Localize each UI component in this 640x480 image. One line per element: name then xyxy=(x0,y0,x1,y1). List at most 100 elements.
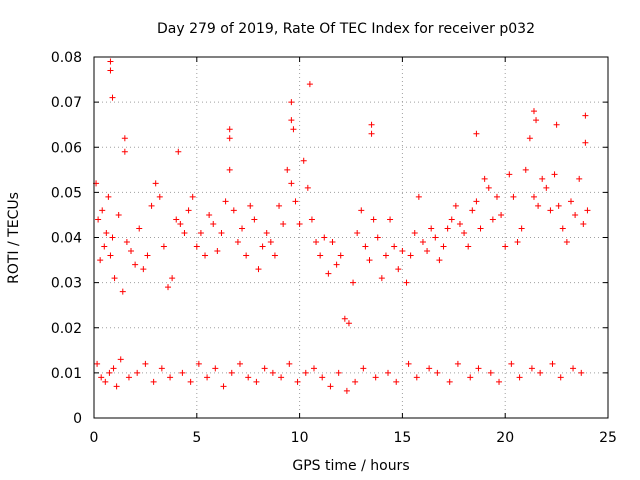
data-point xyxy=(436,257,443,264)
data-point xyxy=(253,378,260,385)
data-point xyxy=(559,225,566,232)
data-point xyxy=(98,374,105,381)
data-point xyxy=(152,180,159,187)
data-point xyxy=(411,229,418,236)
data-point xyxy=(358,207,365,214)
data-point xyxy=(175,148,182,155)
data-point xyxy=(354,229,361,236)
data-point xyxy=(102,378,109,385)
data-point xyxy=(555,202,562,209)
data-point xyxy=(391,243,398,250)
data-point xyxy=(333,261,340,268)
data-point xyxy=(368,121,375,128)
data-point xyxy=(385,369,392,376)
data-point xyxy=(263,229,270,236)
data-point xyxy=(419,239,426,246)
data-point xyxy=(399,248,406,255)
data-point xyxy=(530,193,537,200)
data-point xyxy=(551,171,558,178)
data-point xyxy=(407,252,414,259)
data-point xyxy=(572,211,579,218)
data-point xyxy=(169,275,176,282)
data-point xyxy=(308,216,315,223)
data-point xyxy=(321,234,328,241)
data-point xyxy=(432,234,439,241)
data-point xyxy=(563,239,570,246)
data-point xyxy=(204,374,211,381)
data-point xyxy=(286,360,293,367)
data-point xyxy=(288,99,295,106)
data-point xyxy=(526,135,533,142)
data-point xyxy=(226,126,233,133)
data-point xyxy=(167,374,174,381)
data-points xyxy=(93,58,591,394)
data-point xyxy=(292,198,299,205)
data-point xyxy=(576,175,583,182)
y-tick-label: 0.02 xyxy=(51,321,82,337)
data-point xyxy=(239,225,246,232)
data-point xyxy=(251,216,258,223)
data-point xyxy=(156,193,163,200)
data-point xyxy=(473,130,480,137)
data-point xyxy=(140,266,147,273)
data-point xyxy=(278,374,285,381)
data-point xyxy=(452,202,459,209)
y-tick-label: 0.08 xyxy=(51,50,82,66)
y-tick-label: 0.07 xyxy=(51,95,82,111)
grid xyxy=(94,57,608,418)
x-axis: 0 5 10 15 20 25 xyxy=(90,57,617,446)
data-point xyxy=(362,243,369,250)
data-point xyxy=(313,239,320,246)
data-point xyxy=(212,365,219,372)
data-point xyxy=(325,270,332,277)
data-point xyxy=(97,257,104,264)
data-point xyxy=(247,202,254,209)
data-point xyxy=(456,220,463,227)
data-point xyxy=(489,216,496,223)
data-point xyxy=(110,365,117,372)
y-axis: 0 0.01 0.02 0.03 0.04 0.05 0.06 0.07 0.08 xyxy=(51,50,608,427)
data-point xyxy=(502,243,509,250)
data-point xyxy=(567,198,574,205)
data-point xyxy=(465,243,472,250)
data-point xyxy=(132,261,139,268)
y-tick-label: 0.06 xyxy=(51,140,82,156)
data-point xyxy=(210,220,217,227)
data-point xyxy=(485,184,492,191)
data-point xyxy=(506,171,513,178)
data-point xyxy=(276,202,283,209)
data-point xyxy=(121,148,128,155)
data-point xyxy=(288,117,295,124)
data-point xyxy=(557,374,564,381)
data-point xyxy=(317,252,324,259)
data-point xyxy=(271,252,278,259)
data-point xyxy=(446,378,453,385)
data-point xyxy=(352,378,359,385)
data-point xyxy=(370,216,377,223)
data-point xyxy=(481,175,488,182)
data-point xyxy=(165,284,172,291)
x-tick-label: 5 xyxy=(192,430,201,446)
data-point xyxy=(426,365,433,372)
data-point xyxy=(530,108,537,115)
data-point xyxy=(177,220,184,227)
data-point xyxy=(142,360,149,367)
data-point xyxy=(185,207,192,214)
data-point xyxy=(405,360,412,367)
data-point xyxy=(516,374,523,381)
data-point xyxy=(496,378,503,385)
data-point xyxy=(360,365,367,372)
data-point xyxy=(319,374,326,381)
x-tick-label: 10 xyxy=(291,430,309,446)
data-point xyxy=(226,135,233,142)
data-point xyxy=(195,360,202,367)
data-point xyxy=(107,58,114,65)
data-point xyxy=(553,121,560,128)
data-point xyxy=(448,216,455,223)
data-point xyxy=(94,360,101,367)
data-point xyxy=(95,216,102,223)
data-point xyxy=(387,216,394,223)
data-point xyxy=(350,279,357,286)
data-point xyxy=(107,67,114,74)
data-point xyxy=(549,360,556,367)
